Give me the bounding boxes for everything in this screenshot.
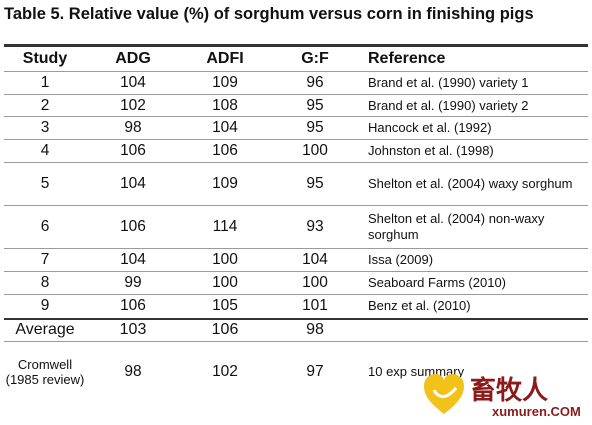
cell-adg: 99 <box>86 271 180 295</box>
cell-reference: Brand et al. (1990) variety 2 <box>360 94 588 117</box>
table-row: 4 106 106 100 Johnston et al. (1998) <box>4 139 588 163</box>
table-row: 5 104 109 95 Shelton et al. (2004) waxy … <box>4 162 588 206</box>
cell-adg: 98 <box>86 116 180 140</box>
cell-study: Cromwell (1985 review) <box>4 341 86 402</box>
table-row: 1 104 109 96 Brand et al. (1990) variety… <box>4 71 588 95</box>
table-row: 2 102 108 95 Brand et al. (1990) variety… <box>4 94 588 117</box>
watermark-en-text: xumuren.COM <box>492 404 581 419</box>
cell-adfi: 100 <box>180 271 270 295</box>
cell-gf: 95 <box>270 116 360 140</box>
cell-gf: 101 <box>270 294 360 319</box>
header-gf: G:F <box>301 50 329 67</box>
cell-gf: 93 <box>270 205 360 249</box>
cell-study: 1 <box>4 71 86 95</box>
cell-reference: Issa (2009) <box>360 248 588 272</box>
cell-adfi: 102 <box>180 341 270 402</box>
cell-study: 5 <box>4 162 86 206</box>
cell-adg: 106 <box>86 205 180 249</box>
table-row: 7 104 100 104 Issa (2009) <box>4 248 588 272</box>
table-row: 9 106 105 101 Benz et al. (2010) <box>4 294 588 319</box>
cell-adfi: 109 <box>180 71 270 95</box>
header-adfi: ADFI <box>206 50 244 67</box>
table-row: 8 99 100 100 Seaboard Farms (2010) <box>4 271 588 295</box>
cell-reference: Hancock et al. (1992) <box>360 116 588 140</box>
cell-gf: 104 <box>270 248 360 272</box>
cell-adg: 102 <box>86 94 180 117</box>
cell-adfi: 104 <box>180 116 270 140</box>
table-row: 6 106 114 93 Shelton et al. (2004) non-w… <box>4 205 588 249</box>
cell-study: 9 <box>4 294 86 319</box>
cell-gf: 100 <box>270 271 360 295</box>
cell-reference: Brand et al. (1990) variety 1 <box>360 71 588 95</box>
cell-adfi: 108 <box>180 94 270 117</box>
watermark-logo: 畜牧人 xumuren.COM <box>424 374 581 419</box>
cell-study: 4 <box>4 139 86 163</box>
cell-adfi: 114 <box>180 205 270 249</box>
header-adg: ADG <box>115 50 151 67</box>
cell-reference: Benz et al. (2010) <box>360 294 588 319</box>
cell-adg: 104 <box>86 71 180 95</box>
cell-adfi: 109 <box>180 162 270 206</box>
cell-gf: 98 <box>270 317 360 342</box>
cell-gf: 95 <box>270 94 360 117</box>
cell-adfi: 106 <box>180 139 270 163</box>
data-table: Study ADG ADFI G:F Reference 1 104 109 9… <box>4 44 588 402</box>
header-reference: Reference <box>368 50 446 67</box>
cell-gf: 100 <box>270 139 360 163</box>
header-row: Study ADG ADFI G:F Reference <box>4 45 588 72</box>
cell-adg: 106 <box>86 294 180 319</box>
cell-gf: 97 <box>270 341 360 402</box>
cell-study: Average <box>4 317 86 342</box>
heart-swoosh-icon <box>432 387 458 398</box>
cell-study: 6 <box>4 205 86 249</box>
cell-adg: 104 <box>86 248 180 272</box>
cell-study: 3 <box>4 116 86 140</box>
cell-reference: Shelton et al. (2004) waxy sorghum <box>360 162 588 206</box>
cell-gf: 96 <box>270 71 360 95</box>
cell-study: 7 <box>4 248 86 272</box>
heart-icon <box>424 374 464 414</box>
table-title: Table 5. Relative value (%) of sorghum v… <box>4 5 534 23</box>
header-study: Study <box>22 50 68 67</box>
cell-adfi: 106 <box>180 317 270 342</box>
cell-reference: Shelton et al. (2004) non-waxy sorghum <box>360 205 588 249</box>
table-row: 3 98 104 95 Hancock et al. (1992) <box>4 116 588 140</box>
cell-adfi: 100 <box>180 248 270 272</box>
cell-adg: 104 <box>86 162 180 206</box>
cell-adfi: 105 <box>180 294 270 319</box>
cell-study: 8 <box>4 271 86 295</box>
cell-reference: Johnston et al. (1998) <box>360 139 588 163</box>
watermark-cn-text: 畜牧人 <box>470 375 548 406</box>
cromwell-row: Cromwell (1985 review) 98 102 97 10 exp … <box>4 341 588 402</box>
cell-reference: Seaboard Farms (2010) <box>360 271 588 295</box>
cell-gf: 95 <box>270 162 360 206</box>
cell-reference: 10 exp summary <box>360 341 588 402</box>
average-row: Average 103 106 98 <box>4 317 588 342</box>
cell-adg: 98 <box>86 341 180 402</box>
cell-adg: 103 <box>86 317 180 342</box>
cell-adg: 106 <box>86 139 180 163</box>
cell-study: 2 <box>4 94 86 117</box>
cell-reference <box>360 317 588 342</box>
